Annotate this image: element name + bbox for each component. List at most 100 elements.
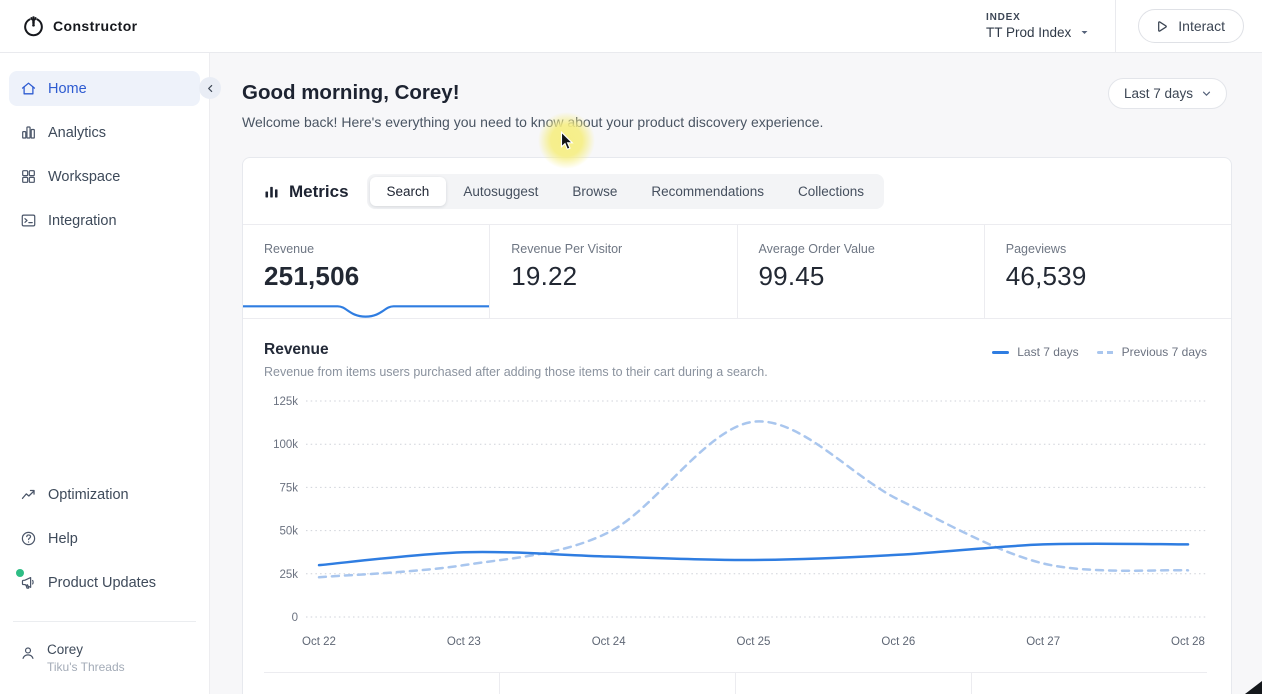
sidebar-item-workspace[interactable]: Workspace — [9, 159, 200, 194]
legend-label: Last 7 days — [1017, 345, 1079, 359]
y-axis-tick: 50k — [279, 526, 298, 538]
metric-label: Revenue Per Visitor — [511, 242, 623, 256]
y-axis-tick: 25k — [279, 569, 298, 581]
unread-badge-dot — [16, 569, 24, 577]
chevron-down-icon — [1078, 26, 1091, 39]
sidebar-item-label: Optimization — [48, 486, 129, 503]
next-metric-cell[interactable] — [500, 673, 736, 694]
interact-label: Interact — [1178, 18, 1225, 34]
next-metric-cell[interactable] — [264, 673, 500, 694]
tab-autosuggest[interactable]: Autosuggest — [446, 177, 555, 206]
legend-swatch — [1096, 350, 1114, 354]
sidebar-divider — [13, 621, 196, 622]
index-label: INDEX — [986, 12, 1021, 23]
revenue-line-chart: 125k 100k 75k 50k 25k 0 Oct 22 Oct 23 Oct 24 Oct … — [273, 396, 1208, 648]
constructor-logo[interactable]: Constructor — [22, 15, 138, 38]
metrics-card: Metrics Search Autosuggest Browse Recommend… — [242, 157, 1232, 694]
sidebar-item-label: Product Updates — [48, 574, 157, 591]
date-range-button[interactable]: Last 7 days — [1107, 78, 1227, 109]
metric-label: Pageviews — [1005, 242, 1067, 256]
x-axis-tick: Oct 24 — [592, 636, 626, 648]
sidebar-main-nav: Home Analytics Workspace Integration — [9, 71, 200, 247]
x-axis-tick: Oct 23 — [447, 636, 481, 648]
page-title: Good morning, Corey! — [242, 81, 460, 104]
date-range-label: Last 7 days — [1123, 86, 1193, 101]
metric-value: 46,539 — [1005, 261, 1087, 291]
user-name: Corey — [47, 642, 84, 657]
help-icon — [20, 530, 37, 547]
main-content: Good morning, Corey! Welcome back! Here'… — [210, 53, 1262, 694]
brand-name: Constructor — [53, 18, 138, 34]
legend-swatch — [992, 350, 1010, 354]
sidebar: Home Analytics Workspace Integration Optimi… — [0, 53, 210, 694]
metric-card-pageviews[interactable]: Pageviews 46,539 — [985, 225, 1231, 318]
sidebar-item-help[interactable]: Help — [9, 521, 200, 556]
chart-legend: Last 7 days Previous 7 days — [992, 345, 1207, 359]
y-axis-tick: 125k — [273, 396, 298, 408]
optimization-icon — [20, 486, 37, 503]
chevron-down-icon — [1200, 87, 1213, 100]
metrics-tab-group: Search Autosuggest Browse Recommendations Co… — [366, 174, 884, 209]
chart-subtitle: Revenue from items users purchased after… — [264, 365, 768, 379]
page-subtitle: Welcome back! Here's everything you need… — [242, 114, 824, 130]
metric-card-average-order-value[interactable]: Average Order Value 99.45 — [738, 225, 985, 318]
topbar-divider — [1115, 0, 1117, 52]
sidebar-collapse-button[interactable] — [199, 77, 221, 99]
metric-value: 99.45 — [758, 261, 825, 291]
megaphone-icon — [16, 569, 37, 591]
sidebar-item-label: Analytics — [48, 124, 107, 141]
y-axis-tick: 0 — [292, 612, 298, 624]
analytics-icon — [20, 124, 37, 141]
sidebar-spacer — [9, 247, 200, 477]
metric-label: Revenue — [264, 242, 315, 256]
x-axis-tick: Oct 28 — [1171, 636, 1205, 648]
integration-icon — [20, 212, 37, 229]
chevron-left-icon — [205, 83, 216, 94]
index-value: TT Prod Index — [986, 25, 1072, 40]
chart-title: Revenue — [264, 341, 329, 358]
metric-summary-row: Revenue 251,506 Revenue Per Visitor 19.22 Av… — [243, 224, 1231, 319]
next-metrics-row — [264, 672, 1207, 694]
top-bar: Constructor INDEX TT Prod Index Interact — [0, 0, 1262, 53]
metric-label: Average Order Value — [758, 242, 875, 256]
sidebar-item-analytics[interactable]: Analytics — [9, 115, 200, 150]
legend-item-previous-7-days[interactable]: Previous 7 days — [1096, 345, 1207, 359]
metric-value: 19.22 — [511, 261, 578, 291]
bar-chart-icon — [263, 183, 280, 200]
interact-button[interactable]: Interact — [1138, 9, 1244, 43]
next-metric-cell[interactable] — [972, 673, 1207, 694]
tab-collections[interactable]: Collections — [781, 177, 881, 206]
sidebar-item-integration[interactable]: Integration — [9, 203, 200, 238]
sidebar-item-product-updates[interactable]: Product Updates — [9, 565, 200, 600]
legend-item-last-7-days[interactable]: Last 7 days — [992, 345, 1079, 359]
metric-card-revenue-per-visitor[interactable]: Revenue Per Visitor 19.22 — [490, 225, 738, 318]
sidebar-item-home[interactable]: Home — [9, 71, 200, 106]
user-icon — [20, 645, 36, 661]
sidebar-item-label: Home — [48, 80, 87, 97]
metric-card-revenue[interactable]: Revenue 251,506 — [243, 225, 491, 318]
tab-browse[interactable]: Browse — [555, 177, 634, 206]
user-org: Tiku's Threads — [47, 660, 125, 674]
home-icon — [20, 80, 37, 97]
y-axis-tick: 75k — [279, 482, 298, 494]
tab-search[interactable]: Search — [369, 177, 447, 206]
sidebar-secondary-nav: Optimization Help Product Updates — [9, 477, 200, 609]
x-axis-tick: Oct 26 — [881, 636, 915, 648]
tab-recommendations[interactable]: Recommendations — [634, 177, 781, 206]
series-line-previous-7-days — [317, 420, 1190, 579]
user-menu[interactable]: Corey Tiku's Threads — [9, 638, 200, 684]
sidebar-item-label: Integration — [48, 212, 117, 229]
workspace-icon — [20, 168, 37, 185]
play-icon — [1154, 19, 1169, 34]
sidebar-item-optimization[interactable]: Optimization — [9, 477, 200, 512]
selected-metric-indicator — [243, 305, 490, 318]
next-metric-cell[interactable] — [736, 673, 972, 694]
sidebar-item-label: Workspace — [48, 168, 121, 185]
series-line-last-7-days — [317, 542, 1190, 567]
x-axis-tick: Oct 22 — [302, 636, 336, 648]
index-selector[interactable]: INDEX TT Prod Index — [986, 0, 1115, 52]
metric-value: 251,506 — [264, 261, 360, 291]
legend-label: Previous 7 days — [1121, 345, 1207, 359]
y-axis-tick: 100k — [273, 439, 298, 451]
metrics-title: Metrics — [289, 181, 349, 201]
